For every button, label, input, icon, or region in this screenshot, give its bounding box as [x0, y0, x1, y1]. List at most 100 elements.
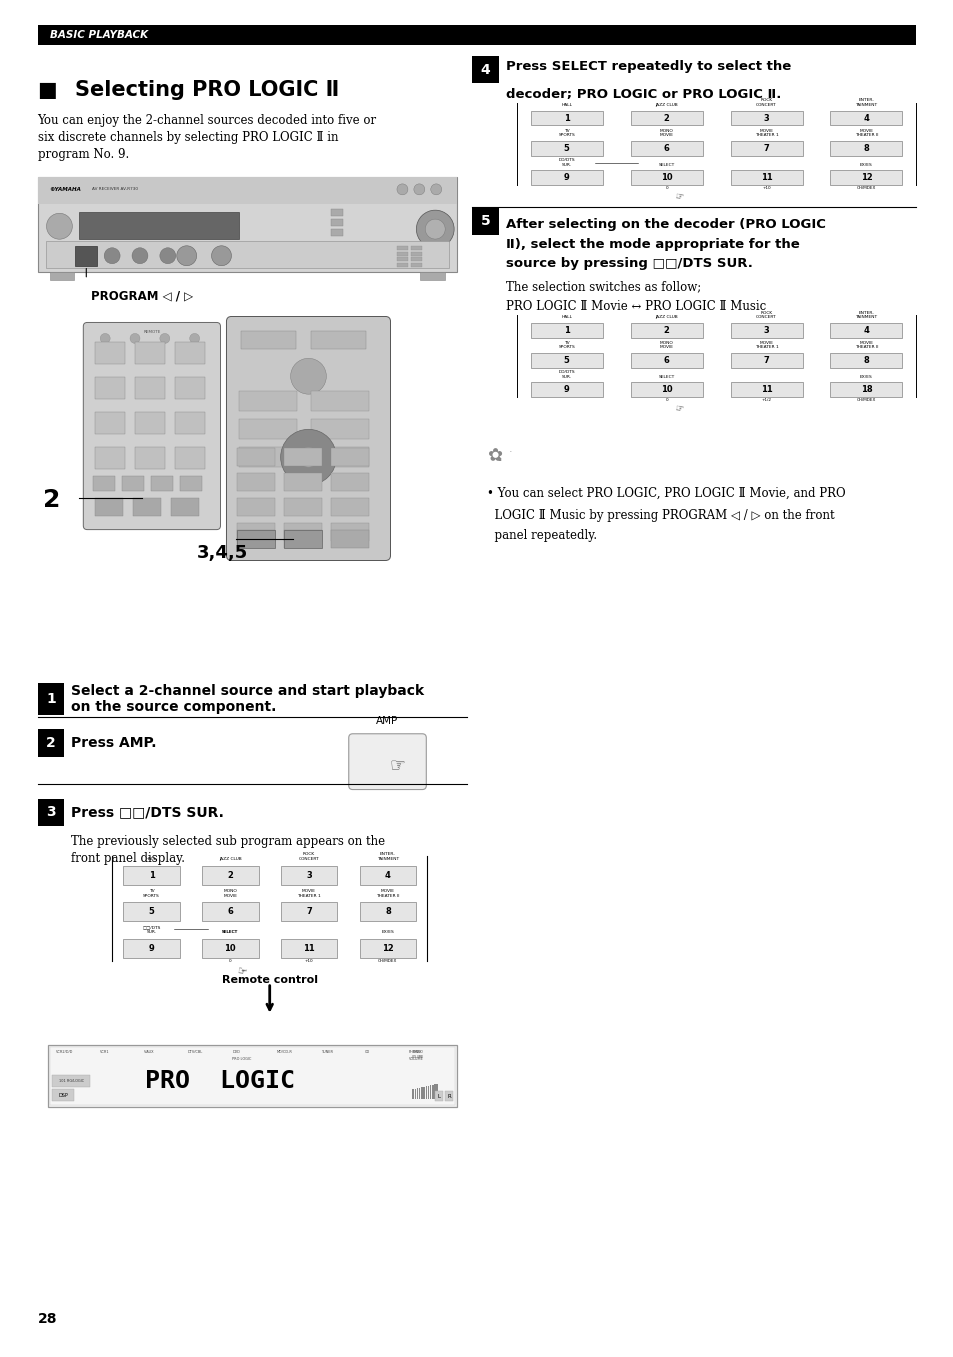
Text: 2: 2 [663, 326, 669, 335]
Text: 2: 2 [227, 871, 233, 879]
Text: VCR2/D/D: VCR2/D/D [55, 1050, 72, 1054]
Bar [284, 472, 321, 491]
Text: MOVIE
THEATER II: MOVIE THEATER II [375, 889, 399, 897]
Text: 1: 1 [149, 871, 154, 879]
Bar [280, 866, 337, 885]
Text: 6: 6 [227, 908, 233, 916]
Text: HALL: HALL [560, 315, 572, 319]
Text: SELECT: SELECT [222, 931, 238, 934]
Text: 8: 8 [862, 144, 868, 153]
Bar [530, 170, 602, 185]
Bar [37, 24, 916, 45]
Bar [430, 1086, 431, 1099]
Text: 7: 7 [306, 908, 312, 916]
Text: 2: 2 [46, 735, 56, 749]
Bar [79, 212, 238, 239]
Bar [174, 446, 204, 470]
Bar [237, 529, 274, 547]
Text: ☞: ☞ [673, 403, 683, 414]
Bar [95, 413, 125, 434]
Circle shape [190, 334, 199, 343]
Circle shape [100, 334, 110, 343]
Text: MONO
MOVIE: MONO MOVIE [659, 129, 673, 137]
Text: 2: 2 [43, 487, 60, 512]
Text: source by pressing □□/DTS SUR.: source by pressing □□/DTS SUR. [505, 256, 752, 270]
Text: BASIC PLAYBACK: BASIC PLAYBACK [50, 30, 148, 39]
Bar [830, 141, 902, 156]
Bar [239, 391, 296, 411]
Bar [331, 529, 368, 547]
Bar [331, 522, 368, 540]
Bar [280, 939, 337, 958]
Text: 7: 7 [763, 356, 769, 365]
Text: AV RECEIVER AV-R730: AV RECEIVER AV-R730 [92, 187, 138, 191]
Bar [412, 1090, 414, 1099]
Text: □□/DTS
SUR.: □□/DTS SUR. [142, 925, 160, 934]
Text: R: R [447, 1094, 451, 1099]
Text: TUNER: TUNER [320, 1050, 333, 1054]
FancyBboxPatch shape [349, 734, 426, 790]
Circle shape [416, 210, 454, 248]
Text: +10: +10 [761, 186, 770, 190]
Bar [311, 419, 368, 438]
Text: DSP: DSP [58, 1092, 69, 1098]
Bar [730, 170, 801, 185]
Text: After selecting on the decoder (PRO LOGIC: After selecting on the decoder (PRO LOGI… [505, 218, 825, 231]
Bar [237, 498, 274, 516]
Bar [122, 476, 144, 491]
Bar [93, 476, 115, 491]
Text: L: L [437, 1094, 440, 1099]
Text: PHONO
VOLUME: PHONO VOLUME [412, 1050, 424, 1058]
Bar [432, 1084, 433, 1099]
Text: SELECT: SELECT [658, 163, 674, 167]
Bar [174, 342, 204, 364]
Text: 5: 5 [149, 908, 154, 916]
Bar [427, 1086, 429, 1099]
Bar [239, 419, 296, 438]
Text: CH/MDEX: CH/MDEX [856, 398, 875, 402]
Text: PHONO: PHONO [409, 1050, 421, 1054]
Text: HALL: HALL [560, 103, 572, 107]
Circle shape [130, 334, 140, 343]
Text: ENTER-
TAINMENT: ENTER- TAINMENT [376, 852, 398, 862]
Text: 9: 9 [149, 943, 154, 953]
Text: 11: 11 [760, 385, 772, 395]
Text: 28: 28 [37, 1312, 57, 1326]
Text: JAZZ CLUB: JAZZ CLUB [219, 858, 241, 862]
Bar [174, 413, 204, 434]
Bar [95, 446, 125, 470]
Bar [331, 218, 343, 225]
Text: MD/CD-R: MD/CD-R [276, 1050, 292, 1054]
Bar [397, 263, 408, 267]
Text: AMP: AMP [376, 715, 398, 726]
Circle shape [176, 246, 196, 266]
Bar [359, 902, 416, 921]
Bar [284, 522, 321, 540]
Bar [95, 498, 123, 516]
Text: TV
SPORTS: TV SPORTS [558, 129, 575, 137]
Bar [284, 448, 321, 465]
Bar [530, 111, 602, 125]
Bar [280, 902, 337, 921]
Bar [202, 866, 258, 885]
Text: decoder; PRO LOGIC or PRO LOGIC Ⅱ.: decoder; PRO LOGIC or PRO LOGIC Ⅱ. [505, 88, 781, 102]
Bar [95, 342, 125, 364]
Text: TV
SPORTS: TV SPORTS [558, 341, 575, 350]
Bar [331, 229, 343, 236]
Text: ☞: ☞ [235, 966, 248, 977]
Text: CH/MDEX: CH/MDEX [377, 959, 397, 963]
Text: DVD: DVD [232, 1050, 240, 1054]
Bar [472, 206, 498, 235]
Bar [237, 529, 274, 547]
Bar [830, 353, 902, 368]
Text: 6: 6 [663, 144, 669, 153]
Bar [311, 331, 365, 349]
Text: 0: 0 [664, 186, 667, 190]
Bar [37, 176, 456, 204]
Text: MOVIE
THEATER 1: MOVIE THEATER 1 [754, 129, 778, 137]
Text: MOVIE
THEATER 1: MOVIE THEATER 1 [754, 341, 778, 350]
Text: 18: 18 [860, 385, 871, 395]
Text: Ⅱ), select the mode appropriate for the: Ⅱ), select the mode appropriate for the [505, 237, 799, 251]
Text: 3: 3 [306, 871, 312, 879]
Bar [135, 377, 165, 399]
